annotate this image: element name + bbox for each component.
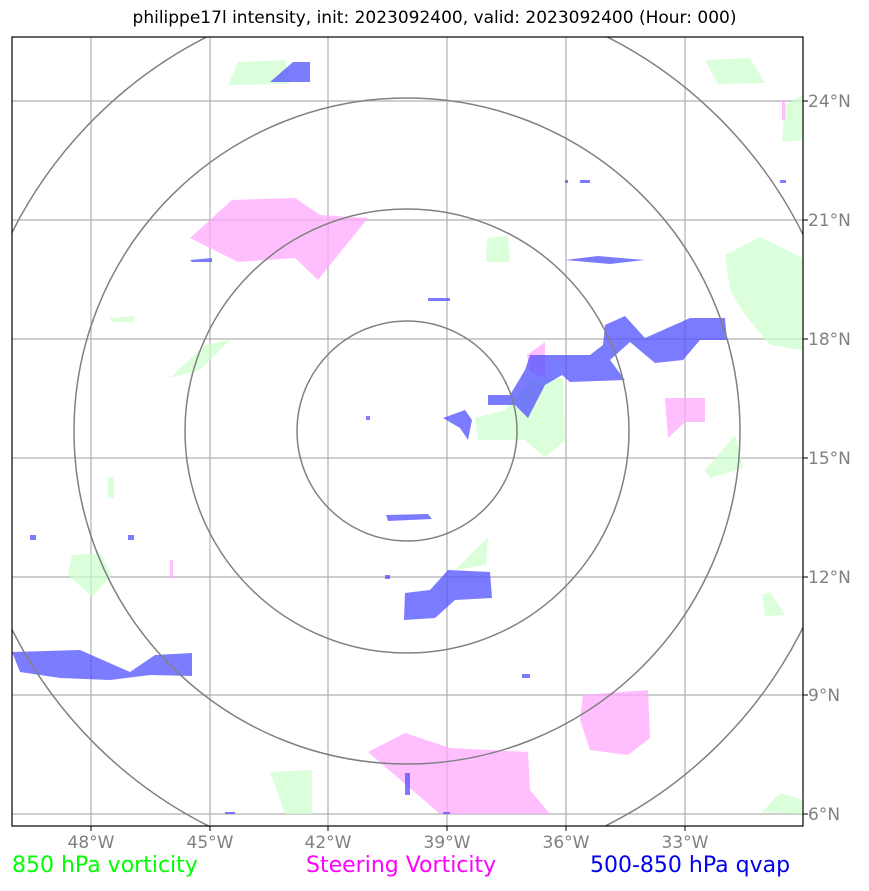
lat-label: 15°N: [808, 449, 851, 469]
lon-label: 42°W: [305, 833, 352, 853]
lon-label: 39°W: [424, 833, 471, 853]
lat-label: 6°N: [808, 805, 840, 825]
lat-label: 24°N: [808, 92, 851, 112]
map-background: [12, 37, 803, 826]
map-frame: [11, 36, 804, 827]
plot-title: philippe17l intensity, init: 2023092400,…: [132, 8, 737, 28]
lon-label: 36°W: [543, 833, 590, 853]
lat-label: 12°N: [808, 568, 851, 588]
lat-label: 18°N: [808, 330, 851, 350]
lon-label: 33°W: [662, 833, 709, 853]
vorticity-850-areas: [68, 58, 803, 814]
legend-steering-vorticity: Steering Vorticity: [306, 853, 497, 878]
map-gridlines: [12, 37, 803, 826]
lat-label: 9°N: [808, 686, 840, 706]
longitude-labels: 48°W 45°W 42°W 39°W 36°W 33°W: [68, 833, 709, 853]
lon-label: 45°W: [187, 833, 234, 853]
qvap-areas: [12, 62, 786, 814]
legend-qvap: 500-850 hPa qvap: [590, 853, 791, 878]
legend-850-vorticity: 850 hPa vorticity: [12, 853, 198, 878]
lat-label: 21°N: [808, 211, 851, 231]
range-rings: [12, 37, 803, 826]
lon-label: 48°W: [68, 833, 115, 853]
latitude-labels: 24°N 21°N 18°N 15°N 12°N 9°N 6°N: [808, 92, 851, 825]
steering-vorticity-areas: [170, 100, 785, 814]
